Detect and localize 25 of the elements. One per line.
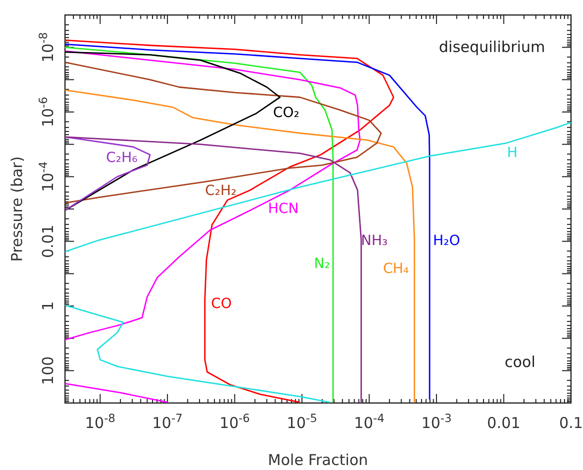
x-tick-label: 10$^{-7}$ — [152, 412, 183, 432]
y-tick-label: 100 — [39, 356, 57, 385]
series-label: C₂H₂ — [205, 183, 237, 199]
series-label: N₂ — [314, 256, 330, 272]
series-label: C₂H₆ — [106, 150, 138, 166]
x-tick-label: 0.01 — [487, 414, 520, 432]
y-tick-label: 1 — [39, 301, 57, 311]
x-axis-title: Mole Fraction — [268, 451, 368, 469]
x-tick-label: 10$^{-5}$ — [286, 412, 318, 432]
y-tick-label: 0.01 — [39, 224, 57, 258]
series-label: HCN — [268, 201, 299, 217]
x-tick-label: 0.1 — [559, 414, 583, 432]
series-label: NH₃ — [361, 233, 388, 249]
annotation: disequilibrium — [438, 38, 546, 56]
series-label: CO₂ — [273, 105, 300, 121]
series-label: H₂O — [433, 233, 460, 249]
x-tick-label: 10$^{-4}$ — [354, 412, 384, 432]
series-label: H — [507, 145, 518, 161]
y-axis-title: Pressure (bar) — [8, 156, 26, 262]
x-tick-label: 10$^{-8}$ — [85, 412, 116, 432]
x-tick-label: 10$^{-3}$ — [421, 412, 452, 432]
series-label: CH₄ — [383, 261, 410, 277]
x-tick-label: 10$^{-6}$ — [220, 412, 250, 432]
series-label: CO — [211, 296, 232, 312]
annotation: cool — [504, 353, 536, 371]
